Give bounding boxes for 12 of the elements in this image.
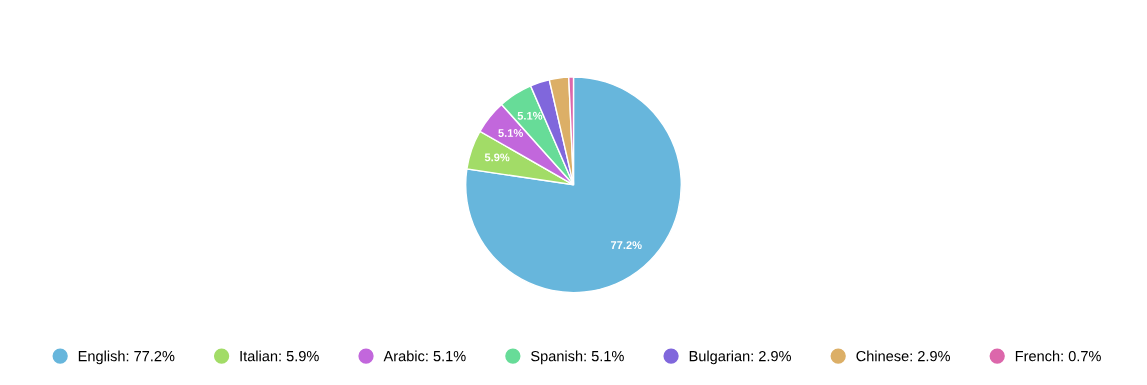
legend-label: Bulgarian: 2.9% (689, 350, 792, 365)
data-label: 5.9% (484, 153, 510, 162)
data-label: 5.1% (517, 111, 543, 120)
legend-label: Spanish: 5.1% (531, 350, 624, 365)
legend-label: Chinese: 2.9% (856, 350, 951, 362)
data-label: 5.1% (498, 129, 523, 137)
legend-label: Arabic: 5.1% (383, 350, 466, 362)
data-label: 77.2% (611, 241, 642, 249)
legend-label: French: 0.7% (1015, 350, 1101, 362)
legend-label: Italian: 5.9% (240, 350, 319, 362)
pie-slice (465, 76, 682, 294)
legend-label: English: 77.2% (78, 350, 175, 365)
